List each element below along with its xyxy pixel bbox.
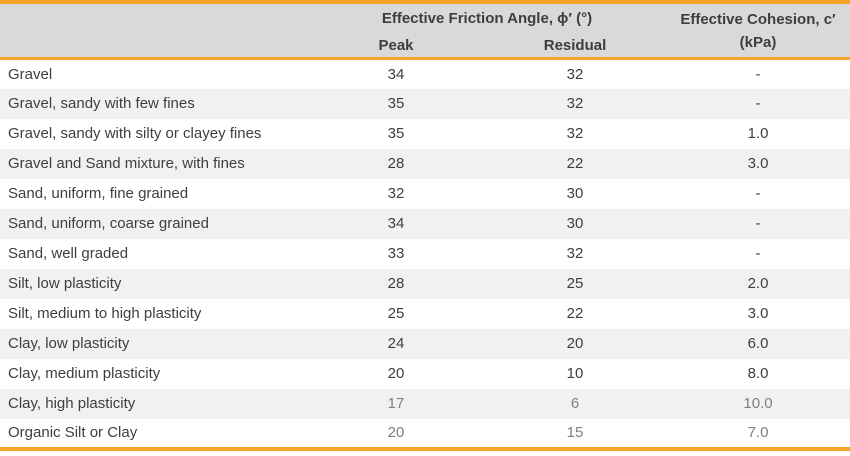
- table-row: Silt, low plasticity 28 25 2.0: [0, 268, 850, 299]
- table-row: Sand, well graded 33 32 -: [0, 239, 850, 269]
- material-cell: Clay, medium plasticity: [8, 365, 161, 382]
- cohesion-cell: 8.0: [747, 365, 769, 382]
- table-row: Sand, uniform, fine grained 32 30 -: [0, 179, 850, 209]
- material-cell: Gravel, sandy with few fines: [8, 95, 195, 112]
- residual-cell: 22: [566, 155, 584, 172]
- cohesion-header-line2: (kPa): [739, 34, 777, 51]
- table-row: Gravel, sandy with silty or clayey fines…: [0, 119, 850, 149]
- material-cell: Organic Silt or Clay: [8, 424, 138, 441]
- cohesion-column-header: Effective Cohesion, c′ (kPa): [666, 2, 850, 60]
- material-cell: Clay, low plasticity: [8, 335, 130, 352]
- residual-cell: 6: [570, 395, 580, 412]
- table-body: Gravel 34 32 - Gravel, sandy with few fi…: [0, 59, 850, 449]
- header-sub-row: Peak Residual: [0, 33, 850, 60]
- header-group-row: Effective Friction Angle, ϕ′ (°) Effecti…: [0, 2, 850, 60]
- material-cell: Gravel, sandy with silty or clayey fines: [8, 125, 262, 142]
- cohesion-cell: 7.0: [747, 424, 769, 441]
- material-cell: Gravel: [8, 65, 53, 83]
- cohesion-cell: 1.0: [747, 125, 769, 142]
- residual-cell: 25: [566, 275, 584, 292]
- material-cell: Sand, uniform, fine grained: [8, 185, 189, 202]
- peak-column-header: Peak: [308, 33, 484, 60]
- residual-cell: 30: [566, 185, 584, 202]
- residual-cell: 10: [566, 365, 584, 382]
- peak-cell: 34: [387, 215, 405, 232]
- table-row: Silt, medium to high plasticity 25 22 3.…: [0, 299, 850, 329]
- material-column-header: [0, 2, 308, 60]
- material-cell: Gravel and Sand mixture, with fines: [8, 155, 245, 172]
- peak-cell: 33: [387, 245, 405, 262]
- residual-cell: 20: [566, 335, 584, 352]
- cohesion-cell: 3.0: [747, 305, 769, 322]
- table-row: Gravel and Sand mixture, with fines 28 2…: [0, 148, 850, 179]
- peak-cell: 34: [387, 65, 405, 83]
- peak-cell: 35: [387, 95, 405, 112]
- cohesion-cell: -: [755, 245, 761, 262]
- material-cell: Clay, high plasticity: [8, 395, 136, 412]
- cohesion-cell: -: [755, 215, 761, 232]
- friction-angle-group-header: Effective Friction Angle, ϕ′ (°): [308, 2, 666, 34]
- material-cell: Sand, uniform, coarse grained: [8, 215, 209, 232]
- residual-cell: 32: [566, 125, 584, 142]
- peak-cell: 28: [387, 275, 405, 292]
- peak-cell: 24: [387, 335, 405, 352]
- cohesion-cell: -: [755, 185, 761, 202]
- cohesion-cell: 10.0: [743, 395, 773, 412]
- table-header: Effective Friction Angle, ϕ′ (°) Effecti…: [0, 2, 850, 60]
- peak-cell: 20: [387, 365, 405, 382]
- table-row: Gravel, sandy with few fines 35 32 -: [0, 88, 850, 119]
- cohesion-cell: 2.0: [747, 275, 769, 292]
- peak-cell: 25: [387, 305, 405, 322]
- residual-cell: 32: [566, 65, 584, 83]
- peak-cell: 17: [387, 395, 405, 412]
- residual-cell: 15: [566, 424, 584, 441]
- residual-cell: 32: [566, 95, 584, 112]
- residual-cell: 22: [566, 305, 584, 322]
- peak-cell: 28: [387, 155, 405, 172]
- residual-cell: 30: [566, 215, 584, 232]
- cohesion-header-line1: Effective Cohesion, c′: [680, 10, 836, 28]
- cohesion-cell: 3.0: [747, 155, 769, 172]
- material-cell: Silt, low plasticity: [8, 275, 122, 292]
- residual-cell: 32: [566, 245, 584, 262]
- table-row: Clay, high plasticity 17 6 10.0: [0, 388, 850, 419]
- cohesion-cell: 6.0: [747, 335, 769, 352]
- table-row: Clay, low plasticity 24 20 6.0: [0, 328, 850, 359]
- table-row: Gravel 34 32 -: [0, 59, 850, 89]
- cohesion-cell: -: [755, 95, 761, 112]
- table-row: Organic Silt or Clay 20 15 7.0: [0, 419, 850, 449]
- residual-column-header: Residual: [484, 33, 666, 60]
- table-row: Clay, medium plasticity 20 10 8.0: [0, 359, 850, 389]
- cohesion-cell: -: [755, 65, 761, 83]
- material-cell: Silt, medium to high plasticity: [8, 305, 202, 322]
- peak-cell: 32: [387, 185, 405, 202]
- peak-cell: 35: [387, 125, 405, 142]
- peak-cell: 20: [387, 424, 405, 441]
- table-row: Sand, uniform, coarse grained 34 30 -: [0, 208, 850, 239]
- material-cell: Sand, well graded: [8, 245, 129, 262]
